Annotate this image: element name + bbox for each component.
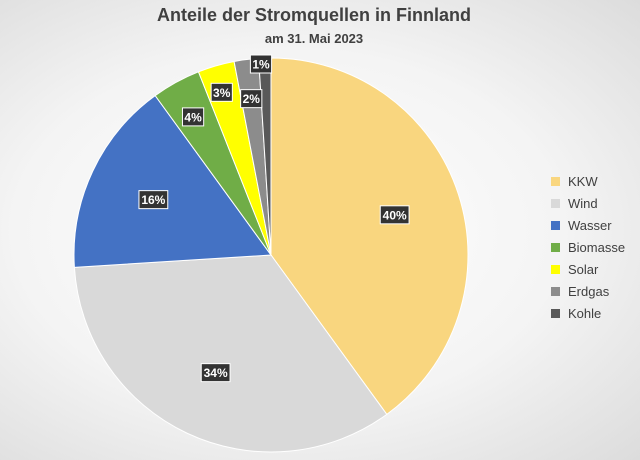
svg-text:34%: 34% [204, 366, 228, 380]
data-label-wind: 34% [200, 363, 231, 383]
pie-slice-kkw [270, 57, 469, 416]
pie-slice-wasser [73, 94, 272, 268]
svg-text:4%: 4% [184, 110, 202, 124]
data-label-wasser: 16% [138, 190, 169, 210]
data-label-kohle: 1% [249, 54, 273, 74]
svg-text:1%: 1% [252, 58, 270, 72]
legend-label: Kohle [568, 305, 602, 321]
chart-subtitle: am 31. Mai 2023 [264, 31, 364, 46]
legend: KKW Wind Wasser Biomasse Solar Erdgas Kohle [551, 170, 631, 324]
legend-label: Wasser [568, 217, 612, 233]
data-labels: 40% 34% 16% 4% 3% 2% 1% [138, 54, 410, 383]
legend-item-biomasse: Biomasse [551, 236, 631, 258]
legend-item-kkw: KKW [551, 170, 631, 192]
svg-text:40%: 40% [383, 208, 407, 222]
data-label-kkw: 40% [379, 205, 410, 225]
data-label-biomasse: 4% [181, 107, 205, 127]
legend-swatch [551, 308, 560, 318]
data-label-solar: 3% [210, 82, 233, 102]
legend-item-wasser: Wasser [551, 214, 631, 236]
legend-label: Erdgas [568, 283, 610, 299]
legend-item-wind: Wind [551, 192, 631, 214]
data-label-erdgas: 2% [240, 89, 263, 109]
svg-text:16%: 16% [141, 193, 165, 207]
legend-item-kohle: Kohle [551, 302, 631, 324]
legend-swatch [551, 286, 560, 296]
legend-swatch [551, 220, 560, 230]
legend-swatch [551, 198, 560, 208]
pie-slice-wind [73, 254, 388, 453]
legend-label: Solar [568, 261, 599, 277]
legend-swatch [551, 176, 560, 186]
legend-item-solar: Solar [551, 258, 631, 280]
chart-title: Anteile der Stromquellen in Finnland [156, 5, 472, 25]
legend-item-erdgas: Erdgas [551, 280, 631, 302]
svg-text:2%: 2% [243, 92, 261, 106]
legend-label: KKW [568, 173, 598, 189]
legend-swatch [551, 242, 560, 252]
legend-label: Wind [568, 195, 598, 211]
legend-swatch [551, 264, 560, 274]
legend-label: Biomasse [568, 239, 626, 255]
svg-text:3%: 3% [213, 86, 231, 100]
